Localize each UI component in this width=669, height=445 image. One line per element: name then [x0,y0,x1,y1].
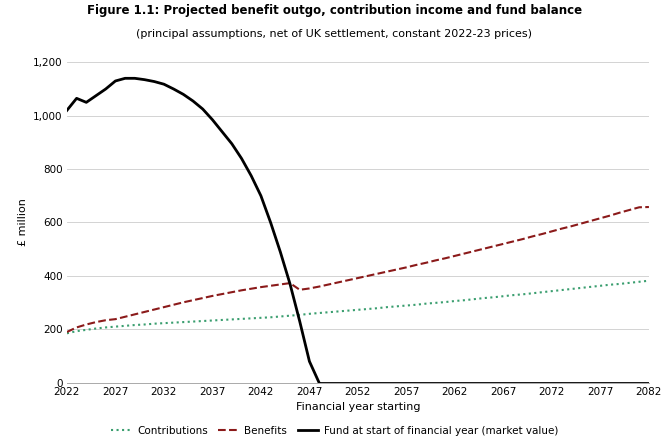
Text: (principal assumptions, net of UK settlement, constant 2022-23 prices): (principal assumptions, net of UK settle… [136,29,533,39]
Y-axis label: £ million: £ million [17,198,27,247]
Text: Figure 1.1: Projected benefit outgo, contribution income and fund balance: Figure 1.1: Projected benefit outgo, con… [87,4,582,17]
X-axis label: Financial year starting: Financial year starting [296,402,420,413]
Legend: Contributions, Benefits, Fund at start of financial year (market value): Contributions, Benefits, Fund at start o… [107,421,562,440]
